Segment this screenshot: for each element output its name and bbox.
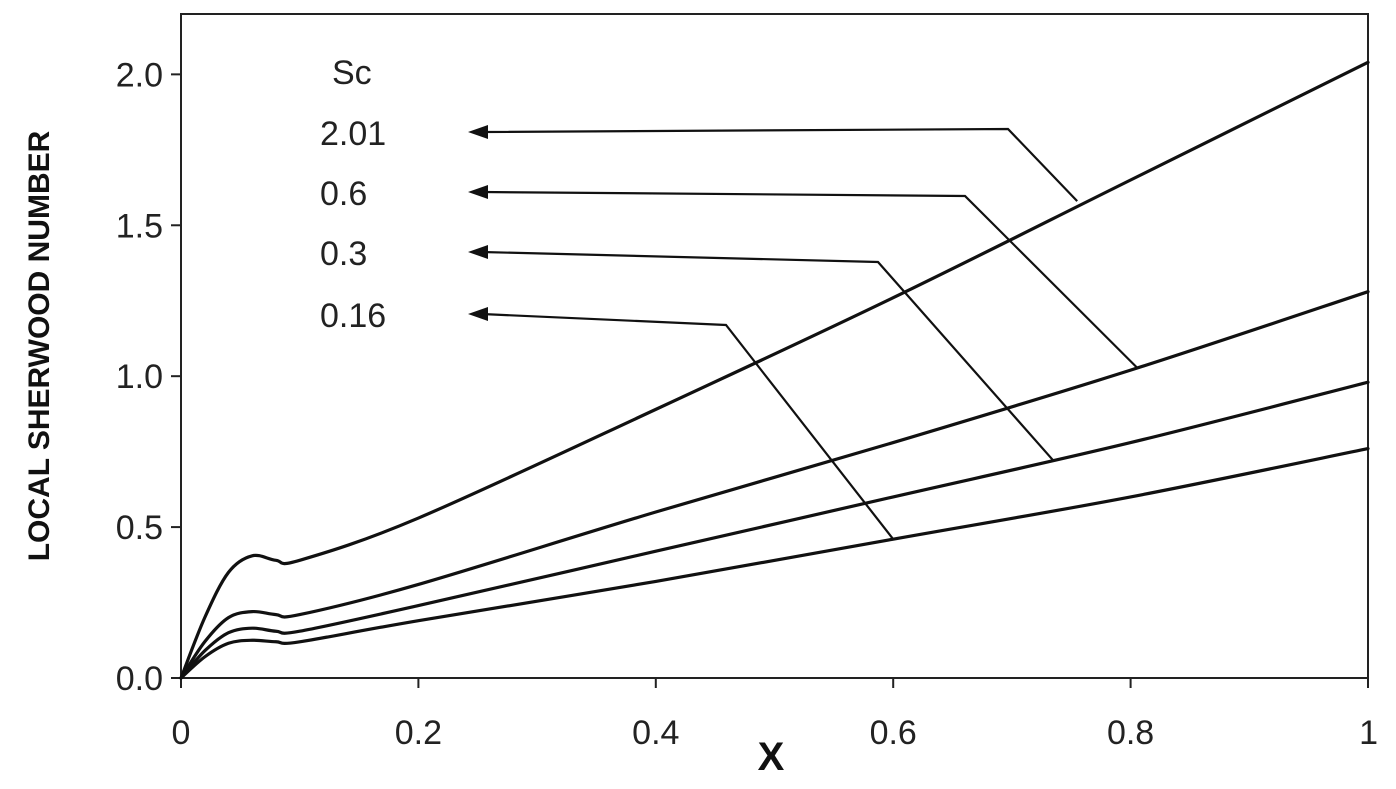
plot-frame <box>180 13 1369 679</box>
leader-arrowhead-sc-2.01 <box>468 125 488 139</box>
x-tick-label: 0.8 <box>1107 714 1154 752</box>
x-axis-ticks: 0 0.2 0.4 0.6 0.8 1 <box>172 678 1378 752</box>
y-tick-label: 2.0 <box>116 56 163 94</box>
leader-line-sc-0.16 <box>481 312 895 540</box>
series-line-sc-2.01 <box>179 60 1370 680</box>
leader-arrowhead-sc-0.16 <box>468 307 488 321</box>
legend-label-sc-0.16: 0.16 <box>320 297 386 335</box>
series-line-sc-0.3 <box>179 380 1370 680</box>
legend-title: Sc <box>332 54 372 92</box>
legend-label-sc-0.6: 0.6 <box>320 175 367 213</box>
leader-arrowhead-sc-0.6 <box>468 185 488 199</box>
x-axis-title: X <box>758 735 785 779</box>
leader-line-sc-2.01 <box>481 127 1078 202</box>
y-tick-label: 1.5 <box>116 207 163 245</box>
y-tick-label: 0.0 <box>116 660 163 698</box>
y-tick-label: 0.5 <box>116 509 163 547</box>
x-tick-label: 0.6 <box>870 714 917 752</box>
legend-label-sc-2.01: 2.01 <box>320 115 386 153</box>
y-axis-title: LOCAL SHERWOOD NUMBER <box>23 130 56 561</box>
legend-leaders <box>468 125 1138 540</box>
series-line-sc-0.6 <box>179 290 1370 680</box>
series-lines <box>179 60 1370 680</box>
x-tick-label: 0 <box>172 714 191 752</box>
leader-line-sc-0.3 <box>481 250 1055 462</box>
x-tick-label: 0.4 <box>632 714 679 752</box>
leader-line-sc-0.6 <box>481 190 1138 368</box>
leader-arrowhead-sc-0.3 <box>468 245 488 259</box>
x-tick-label: 1 <box>1359 714 1378 752</box>
legend-labels: 2.01 0.6 0.3 0.16 <box>320 115 386 335</box>
y-tick-label: 1.0 <box>116 358 163 396</box>
y-axis-ticks: 0.0 0.5 1.0 1.5 2.0 <box>116 56 181 698</box>
x-tick-label: 0.2 <box>395 714 442 752</box>
series-line-sc-0.16 <box>179 447 1370 680</box>
legend-label-sc-0.3: 0.3 <box>320 235 367 273</box>
